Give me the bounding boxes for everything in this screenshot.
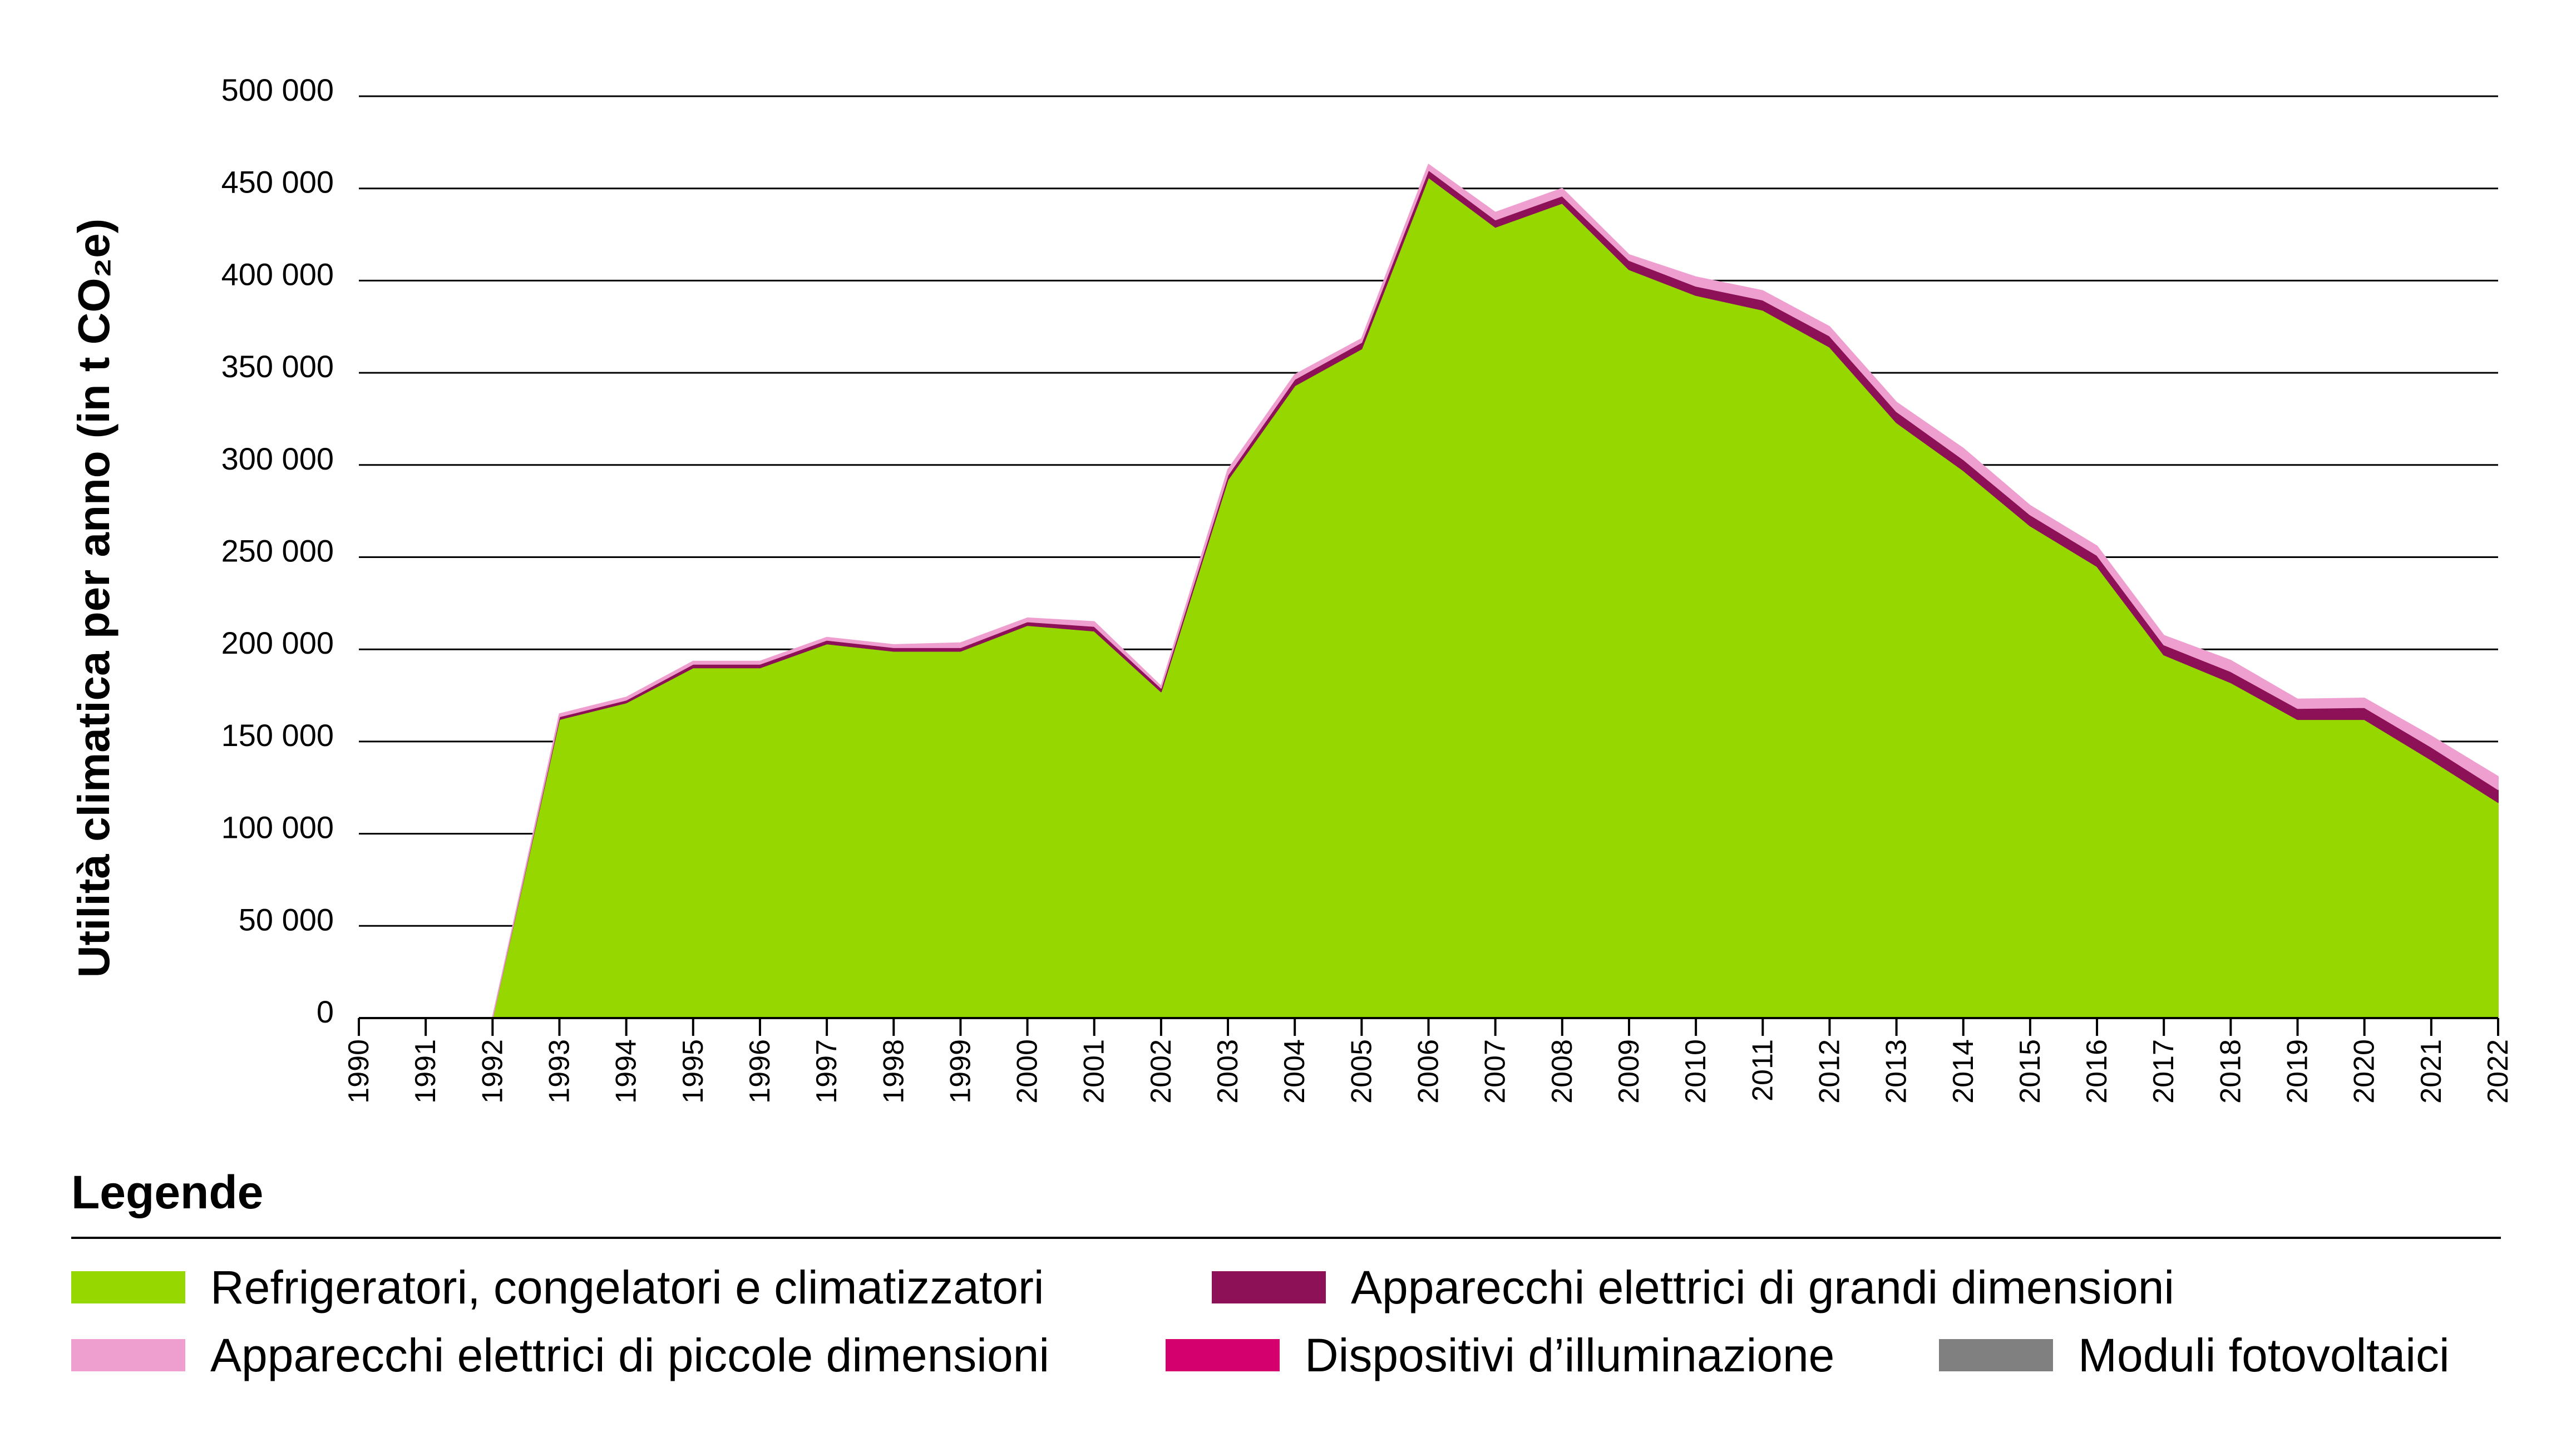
x-tick-label: 2022: [2482, 1039, 2514, 1104]
legend-label: Refrigeratori, congelatori e climatizzat…: [210, 1261, 1044, 1313]
x-tick-label: 2011: [1746, 1039, 1779, 1102]
x-tick-label: 1990: [343, 1039, 375, 1104]
y-tick-labels: 0 50 000 100 000 150 000 200 000 250 000 300 0…: [221, 72, 334, 1029]
y-tick-label: 50 000: [239, 902, 334, 937]
x-tick-label: 2015: [2014, 1039, 2046, 1104]
x-tick-label: 2000: [1011, 1039, 1044, 1104]
x-tick-label: 2016: [2081, 1039, 2113, 1104]
x-tick-label: 1991: [409, 1039, 442, 1104]
legend-item: Apparecchi elettrici di piccole dimensio…: [71, 1329, 1049, 1381]
x-tick-label: 2007: [1479, 1039, 1512, 1104]
x-tick-label: 1996: [744, 1039, 776, 1104]
x-tick-label: 2005: [1345, 1039, 1378, 1104]
x-tick-label: 1998: [877, 1039, 910, 1104]
x-tick-label: 2001: [1078, 1039, 1111, 1104]
legend-swatch: [1212, 1271, 1326, 1303]
x-tick-labels: 1990 1991 1992 1993 1994 1995 1996 1997 1998 1999…: [343, 1039, 2514, 1104]
x-axis: [358, 1017, 2499, 1036]
x-tick-label: 1999: [944, 1039, 976, 1104]
legend-item: Moduli fotovoltaici: [1939, 1329, 2450, 1381]
x-tick-label: 2003: [1212, 1039, 1244, 1104]
legend-swatch: [71, 1339, 185, 1371]
x-tick-label: 2020: [2348, 1039, 2381, 1104]
y-tick-label: 150 000: [221, 718, 334, 753]
area-series: [358, 176, 2499, 1019]
x-tick-label: 2013: [1881, 1039, 1913, 1104]
x-tick-label: 1997: [811, 1039, 843, 1104]
legend-item: Apparecchi elettrici di grandi dimension…: [1212, 1261, 2174, 1313]
y-tick-label: 0: [317, 994, 334, 1029]
y-tick-label: 500 000: [221, 72, 334, 107]
legend-label: Moduli fotovoltaici: [2078, 1329, 2450, 1381]
y-tick-label: 350 000: [221, 349, 334, 384]
legend: Refrigeratori, congelatori e climatizzat…: [71, 1261, 2450, 1381]
x-tick-label: 2014: [1947, 1039, 1980, 1104]
legend-title: Legende: [71, 1166, 263, 1218]
x-tick-label: 2012: [1813, 1039, 1845, 1104]
legend-label: Dispositivi d’illuminazione: [1305, 1329, 1834, 1381]
x-tick-label: 2002: [1145, 1039, 1177, 1104]
x-tick-label: 2006: [1413, 1039, 1445, 1104]
x-tick-label: 2021: [2415, 1039, 2447, 1104]
y-tick-label: 250 000: [221, 534, 334, 569]
y-tick-label: 200 000: [221, 625, 334, 660]
x-tick-label: 2010: [1680, 1039, 1712, 1104]
x-tick-label: 2019: [2282, 1039, 2314, 1104]
x-tick-label: 2009: [1613, 1039, 1645, 1104]
legend-item: Refrigeratori, congelatori e climatizzat…: [71, 1261, 1044, 1313]
y-tick-label: 450 000: [221, 165, 334, 200]
legend-label: Apparecchi elettrici di grandi dimension…: [1351, 1261, 2174, 1313]
legend-item: Dispositivi d’illuminazione: [1166, 1329, 1834, 1381]
legend-label: Apparecchi elettrici di piccole dimensio…: [210, 1329, 1049, 1381]
y-tick-label: 300 000: [221, 441, 334, 476]
x-tick-label: 2008: [1546, 1039, 1578, 1104]
x-tick-label: 1994: [610, 1039, 643, 1104]
x-tick-label: 1993: [544, 1039, 576, 1104]
x-tick-label: 1992: [476, 1039, 509, 1104]
y-axis-label: Utilità climatica per anno (in t CO₂e): [69, 219, 119, 978]
area-series: [358, 164, 2499, 1019]
legend-swatch: [1939, 1339, 2053, 1371]
x-tick-label: 2017: [2148, 1039, 2180, 1104]
legend-swatch: [71, 1271, 185, 1303]
x-tick-label: 2018: [2214, 1039, 2247, 1104]
y-tick-label: 400 000: [221, 256, 334, 292]
x-tick-label: 1995: [677, 1039, 709, 1104]
y-tick-label: 100 000: [221, 810, 334, 845]
legend-swatch: [1166, 1339, 1280, 1371]
stacked-areas: [358, 164, 2499, 1019]
x-tick-label: 2004: [1279, 1039, 1311, 1104]
